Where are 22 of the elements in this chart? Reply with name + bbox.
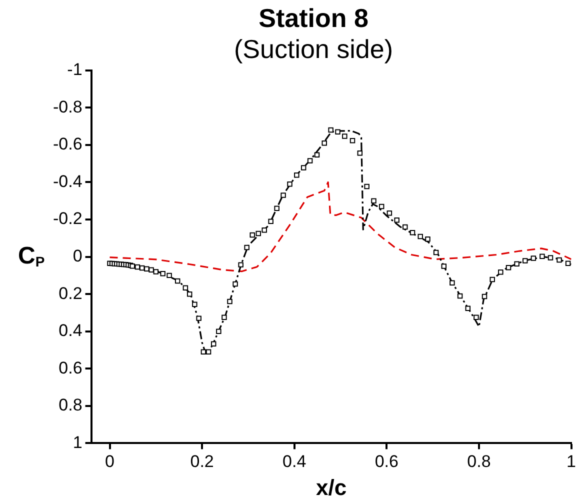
x-tick-label: 1	[566, 452, 576, 472]
y-tick-label: 0	[72, 246, 82, 266]
x-axis-title: x/c	[316, 474, 347, 500]
x-tick-label: 0.4	[282, 452, 306, 472]
x-tick-label: 0.8	[467, 452, 491, 472]
y-tick-label: 0.6	[58, 358, 82, 378]
chart-subtitle: (Suction side)	[234, 34, 393, 64]
y-tick-label: -0.4	[52, 172, 82, 191]
y-axis-title: CP	[18, 242, 45, 270]
y-tick-label: -1	[67, 60, 82, 80]
y-tick-label: -0.6	[52, 134, 82, 154]
y-tick-label: -0.2	[52, 209, 82, 228]
y-tick-label: -0.8	[52, 97, 82, 116]
line-series	[108, 181, 572, 272]
x-tick-label: 0.6	[374, 452, 398, 472]
y-tick-label: 0.8	[58, 396, 82, 415]
x-tick-label: 0	[105, 452, 114, 472]
x-tick-label: 0.2	[190, 452, 214, 472]
y-tick-label: 0.2	[58, 284, 82, 303]
y-tick-label: 1	[72, 432, 82, 452]
y-tick-label: 0.4	[58, 321, 82, 340]
chart-title: Station 8	[258, 2, 368, 33]
